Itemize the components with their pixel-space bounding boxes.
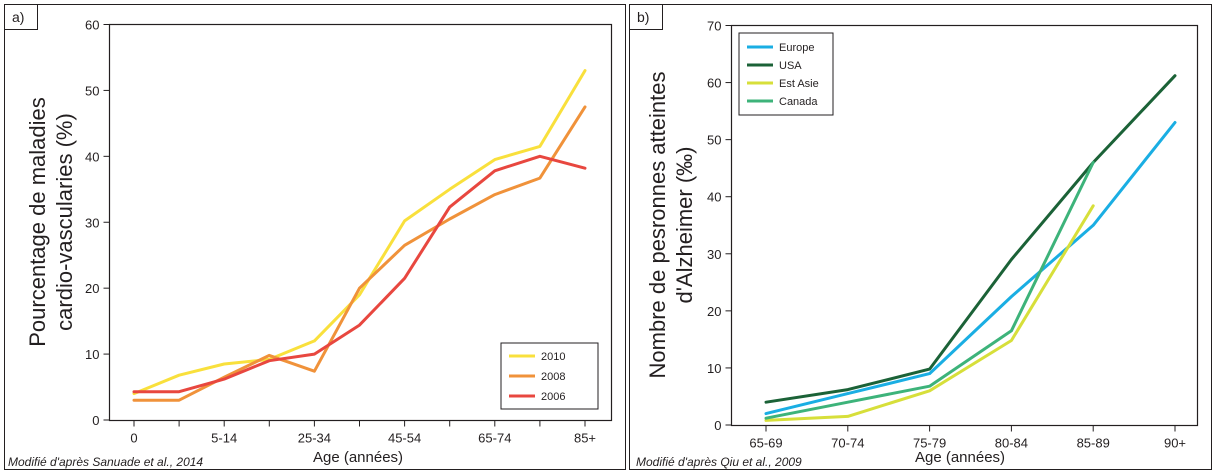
chart-b-xtick-label: 85-89 xyxy=(1077,436,1110,451)
panel-a-frame xyxy=(4,4,626,470)
chart-a-series-2008-line xyxy=(132,105,587,402)
chart-b-series-est-asie-line xyxy=(764,204,1095,422)
chart-b-ylabel-line1: Nombre de pesronnes atteintes xyxy=(645,72,670,379)
chart-b-legend-label: Europe xyxy=(779,42,814,54)
chart-a-ylabel-line1: Pourcentage de maladies xyxy=(25,97,50,347)
chart-a-legend-label: 2008 xyxy=(541,371,565,383)
chart-b-ytick-label: 50 xyxy=(707,133,721,148)
chart-b-xtick-label: 75-79 xyxy=(913,436,946,451)
chart-a-ytick-label: 0 xyxy=(92,413,99,428)
chart-a-xlabel: Age (années) xyxy=(313,449,403,466)
chart-b-xlabel: Age (années) xyxy=(915,449,1005,466)
chart-a-series-2006-line xyxy=(132,154,587,394)
chart-b-series-europe-line xyxy=(764,121,1177,416)
chart-a-legend-label: 2010 xyxy=(541,351,565,363)
chart-b-xtick-label: 65-69 xyxy=(749,436,782,451)
chart-b-ytick-label: 0 xyxy=(714,418,721,433)
chart-b-ylabel-line2: d'Alzheimer (‰) xyxy=(672,146,697,303)
chart-b-xtick-label: 80-84 xyxy=(995,436,1028,451)
panel-a-label: a) xyxy=(12,9,24,25)
chart-a-xtick-label: 85+ xyxy=(574,431,596,446)
chart-b-source-note: Modifié d'après Qiu et al., 2009 xyxy=(636,455,802,469)
chart-b-ytick-label: 30 xyxy=(707,247,721,262)
chart-b-series-canada-line xyxy=(764,161,1095,420)
panel-b-label-box xyxy=(629,4,663,30)
chart-b-ytick-label: 20 xyxy=(707,304,721,319)
chart-b: 0 10 20 30 40 50 60 70 65-69 70-74 75-79 80-84 85-89… xyxy=(707,19,1186,451)
chart-b-legend-label: Canada xyxy=(779,96,818,108)
chart-b-ytick-label: 60 xyxy=(707,76,721,91)
plot-b-area xyxy=(730,24,1199,427)
chart-a-xtick-label: 0 xyxy=(130,431,137,446)
chart-a-xtick-label: 5-14 xyxy=(211,431,237,446)
panel-b-label: b) xyxy=(637,9,649,25)
chart-a-ytick-label: 40 xyxy=(85,149,99,164)
chart-a-ytick-label: 50 xyxy=(85,83,99,98)
chart-b-ytick-label: 70 xyxy=(707,19,721,34)
panel-b-frame xyxy=(629,4,1212,470)
chart-a-source-note: Modifié d'après Sanuade et al., 2014 xyxy=(8,455,203,469)
chart-b-ytick-label: 10 xyxy=(707,361,721,376)
chart-a-ytick-label: 30 xyxy=(85,215,99,230)
chart-b-ytick-label: 40 xyxy=(707,190,721,205)
chart-b-series-usa-line xyxy=(764,74,1177,404)
chart-a-ylabel-line2: cardio-vascularies (%) xyxy=(52,113,77,331)
chart-a-xtick-label: 45-54 xyxy=(388,431,421,446)
chart-a-ytick-label: 60 xyxy=(85,18,99,33)
chart-a-ytick-label: 20 xyxy=(85,281,99,296)
chart-a-xtick-label: 25-34 xyxy=(298,431,331,446)
chart-a-ytick-label: 10 xyxy=(85,347,99,362)
chart-a-xtick-label: 65-74 xyxy=(478,431,511,446)
chart-a-legend-box xyxy=(500,342,599,410)
chart-b-legend-label: USA xyxy=(779,60,802,72)
chart-b-xtick-label: 70-74 xyxy=(831,436,864,451)
chart-a-series-2010-line xyxy=(132,69,587,396)
chart-a-legend-label: 2006 xyxy=(541,391,565,403)
panel-a-label-box xyxy=(4,4,38,30)
chart-b-xtick-label: 90+ xyxy=(1164,436,1186,451)
chart-b-legend-label: Est Asie xyxy=(779,78,819,90)
chart-a: 0 10 20 30 40 50 60 0 5-14 25-34 45-54 65-74 85+ 2010… xyxy=(85,18,599,446)
